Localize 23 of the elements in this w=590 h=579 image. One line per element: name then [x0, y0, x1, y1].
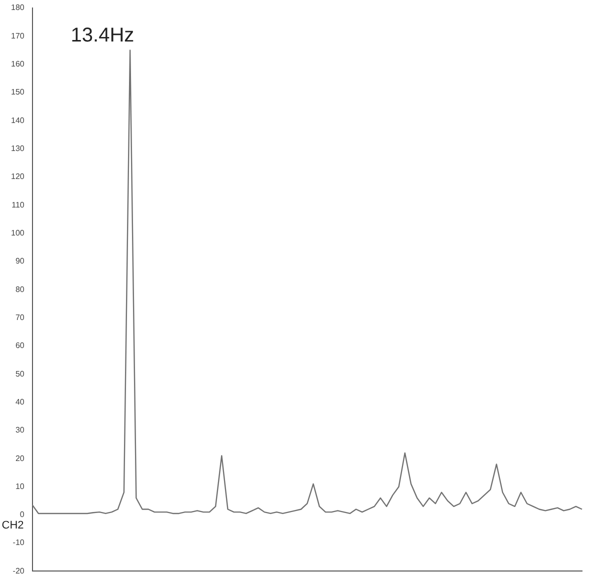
y-tick-label: 20	[15, 454, 25, 463]
y-tick-label: 60	[15, 341, 25, 350]
y-tick-label: -20	[12, 566, 25, 576]
y-tick-label: 30	[15, 426, 25, 435]
y-tick-label: 130	[10, 144, 25, 154]
text: CH2	[2, 519, 24, 532]
y-tick-label: -10	[12, 538, 25, 548]
y-tick-label: 10	[15, 482, 25, 491]
y-tick-label: 120	[10, 172, 25, 182]
y-tick-label: 40	[15, 397, 25, 406]
y-tick-label: 50	[15, 369, 25, 378]
y-tick-label: 110	[12, 200, 25, 210]
y-tick-label: 100	[10, 228, 25, 238]
y-tick-label: 170	[10, 31, 25, 40]
y-tick-label: 150	[10, 88, 25, 97]
y-tick-label: 70	[15, 312, 25, 322]
y-tick-label: 180	[10, 3, 25, 12]
y-tick-label: 90	[15, 256, 25, 266]
y-tick-label: 0	[20, 510, 25, 520]
annotation: 13.4Hz	[70, 24, 134, 47]
y-tick-label: 160	[10, 60, 25, 69]
y-tick-label: 80	[15, 284, 25, 294]
y-tick-label: 140	[10, 116, 25, 125]
